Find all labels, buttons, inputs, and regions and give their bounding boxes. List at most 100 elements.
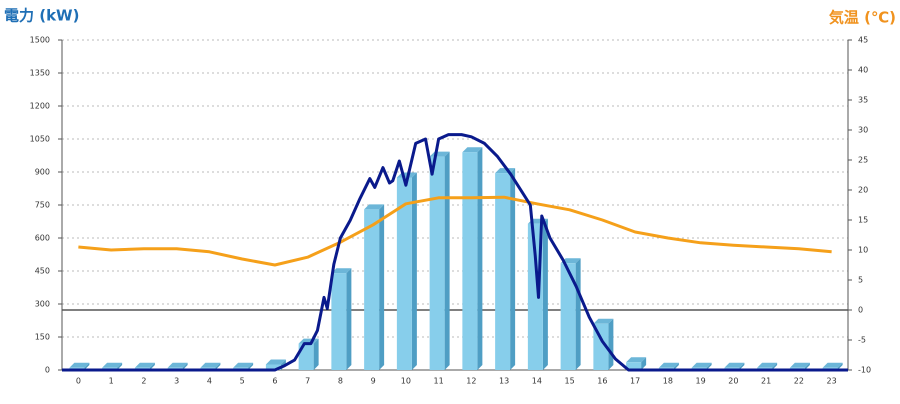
- bar-side: [772, 362, 778, 370]
- bar-side: [313, 338, 319, 370]
- bar-side: [248, 362, 254, 370]
- bar-top: [102, 362, 123, 368]
- bar-side: [477, 147, 483, 370]
- bar-side: [837, 362, 843, 370]
- bar-side: [346, 268, 352, 370]
- bar-top: [233, 362, 254, 368]
- x-tick-label: 16: [597, 377, 607, 386]
- x-tick-label: 8: [338, 377, 343, 386]
- x-tick-label: 21: [761, 377, 771, 386]
- bar: [265, 364, 281, 370]
- bar-side: [510, 168, 516, 370]
- y-tick-label: 750: [35, 201, 50, 210]
- x-tick-label: 6: [272, 377, 277, 386]
- bar-top: [200, 362, 221, 368]
- x-tick-label: 5: [240, 377, 245, 386]
- x-tick-label: 23: [827, 377, 837, 386]
- bar: [298, 343, 314, 370]
- line: [62, 133, 848, 372]
- x-tick-label: 9: [371, 377, 376, 386]
- bar-top: [626, 357, 647, 363]
- y2-tick-label: 15: [858, 216, 868, 225]
- bar-top: [822, 362, 843, 368]
- bar: [593, 323, 609, 370]
- bar-top: [364, 204, 385, 210]
- y-tick-label: 450: [35, 267, 50, 276]
- y-tick-label: 900: [35, 168, 50, 177]
- y2-tick-label: 35: [858, 96, 868, 105]
- x-tick-label: 14: [532, 377, 542, 386]
- y2-tick-label: 45: [858, 36, 868, 45]
- bar: [331, 273, 347, 370]
- y2-tick-label: 5: [858, 276, 863, 285]
- bar-side: [149, 362, 155, 370]
- x-tick-label: 18: [663, 377, 673, 386]
- x-tick-label: 22: [794, 377, 804, 386]
- x-tick-label: 10: [401, 377, 411, 386]
- bar-top: [691, 362, 712, 368]
- y2-tick-label: -10: [858, 366, 871, 375]
- y-tick-label: 150: [35, 333, 50, 342]
- bar-top: [462, 147, 483, 153]
- x-tick-label: 7: [305, 377, 310, 386]
- bar-top: [134, 362, 155, 368]
- bar-side: [444, 151, 450, 370]
- y2-tick-label: -5: [858, 336, 866, 345]
- bar: [364, 209, 380, 370]
- bar-top: [724, 362, 745, 368]
- x-tick-label: 15: [565, 377, 575, 386]
- y2-tick-label: 30: [858, 126, 868, 135]
- y2-tick-label: 20: [858, 186, 868, 195]
- bar-side: [673, 362, 679, 370]
- bar-side: [117, 362, 123, 370]
- x-tick-label: 12: [466, 377, 476, 386]
- x-tick-label: 1: [109, 377, 114, 386]
- bar-top: [789, 362, 810, 368]
- bar-top: [593, 318, 614, 324]
- bar-side: [739, 362, 745, 370]
- y-tick-label: 1200: [30, 102, 50, 111]
- x-tick-label: 11: [434, 377, 444, 386]
- x-tick-label: 20: [728, 377, 738, 386]
- y2-tick-label: 0: [858, 306, 863, 315]
- bar-top: [331, 268, 352, 274]
- bar-top: [265, 359, 286, 365]
- bar-top: [167, 362, 188, 368]
- bar-side: [706, 362, 712, 370]
- y-tick-label: 1050: [30, 135, 50, 144]
- bar: [429, 156, 445, 370]
- x-tick-label: 19: [696, 377, 706, 386]
- x-tick-label: 3: [174, 377, 179, 386]
- y2-axis-title: 気温 (℃): [829, 9, 896, 27]
- y2-tick-label: 10: [858, 246, 868, 255]
- bar: [462, 152, 478, 370]
- x-tick-label: 0: [76, 377, 81, 386]
- y2-tick-label: 40: [858, 66, 868, 75]
- bar-side: [182, 362, 188, 370]
- bar-side: [215, 362, 221, 370]
- bar: [626, 362, 642, 370]
- x-tick-label: 17: [630, 377, 640, 386]
- y-tick-label: 300: [35, 300, 50, 309]
- line: [78, 195, 832, 267]
- y-tick-label: 600: [35, 234, 50, 243]
- y-tick-label: 1500: [30, 36, 50, 45]
- x-tick-label: 4: [207, 377, 212, 386]
- bar: [560, 263, 576, 370]
- bar-top: [757, 362, 778, 368]
- bar-side: [84, 362, 90, 370]
- y2-tick-label: 25: [858, 156, 868, 165]
- bar-side: [542, 218, 548, 370]
- x-tick-label: 2: [141, 377, 146, 386]
- bar-side: [641, 357, 647, 370]
- bar-side: [575, 258, 581, 370]
- y-tick-label: 0: [45, 366, 50, 375]
- x-tick-label: 13: [499, 377, 509, 386]
- bar: [396, 177, 412, 370]
- y-tick-label: 1350: [30, 69, 50, 78]
- bar-top: [658, 362, 679, 368]
- bar-side: [608, 318, 614, 370]
- y-axis-title: 電力 (kW): [4, 7, 79, 25]
- bar-side: [804, 362, 810, 370]
